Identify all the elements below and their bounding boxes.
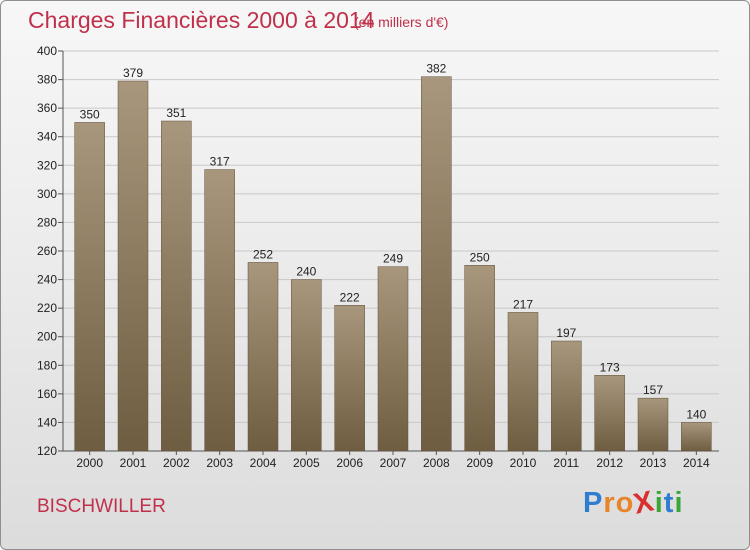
x-tick-label: 2012: [596, 456, 623, 470]
logo-letter: i: [674, 487, 684, 519]
x-tick-label: 2009: [466, 456, 493, 470]
y-tick-label: 400: [37, 44, 57, 58]
y-tick-label: 260: [37, 244, 57, 258]
bar: [204, 169, 235, 452]
data-label: 222: [340, 290, 360, 304]
bar: [291, 279, 322, 452]
x-tick-label: 2001: [120, 456, 147, 470]
bar: [594, 375, 625, 452]
y-tick-label: 160: [37, 387, 57, 401]
data-label: 173: [600, 360, 620, 374]
y-tick-label: 340: [37, 130, 57, 144]
x-tick-label: 2002: [163, 456, 190, 470]
data-label: 379: [123, 66, 143, 80]
logo-letter: P: [583, 487, 604, 519]
data-label: 382: [426, 62, 446, 76]
y-tick-label: 240: [37, 273, 57, 287]
y-tick-label: 220: [37, 301, 57, 315]
bars: [74, 76, 712, 452]
y-tick-label: 140: [37, 415, 57, 429]
bar: [507, 312, 539, 452]
bar: [551, 340, 582, 452]
logo-letter: t: [663, 487, 675, 519]
data-label: 250: [470, 250, 490, 264]
data-label: 350: [80, 107, 100, 121]
data-labels: 350 379 351 317 252 240 222 249 382 250 217 197 173 1…: [80, 62, 707, 422]
x-tick-label: 2006: [336, 456, 363, 470]
data-label: 252: [253, 247, 273, 261]
x-tick-label: 2007: [380, 456, 407, 470]
bar: [681, 422, 712, 452]
x-tick-label: 2003: [206, 456, 233, 470]
bar: [464, 265, 495, 452]
bar: [637, 397, 669, 452]
x-tick-label: 2010: [510, 456, 537, 470]
data-label: 317: [210, 155, 230, 169]
y-tick-label: 200: [37, 330, 57, 344]
bar: [334, 305, 365, 452]
bar: [74, 122, 105, 452]
bar: [161, 120, 192, 452]
x-tick-label: 2013: [640, 456, 667, 470]
chart-title: Charges Financières 2000 à 2014: [28, 7, 375, 33]
y-tick-label: 280: [37, 215, 57, 229]
y-tick-label: 300: [37, 187, 57, 201]
x-tick-label: 2005: [293, 456, 320, 470]
data-label: 249: [383, 252, 403, 266]
chart-subtitle: (en milliers d'€): [354, 14, 449, 30]
bar: [117, 80, 149, 452]
axes: 120 140 160 180 200 220 240 260 280 300 320 340 360 3…: [37, 44, 719, 470]
x-tick-label: 2000: [76, 456, 103, 470]
data-label: 197: [556, 326, 576, 340]
y-tick-label: 120: [37, 444, 57, 458]
data-label: 351: [166, 106, 186, 120]
logo-letter: i: [654, 487, 664, 519]
x-tick-label: 2004: [250, 456, 277, 470]
x-tick-label: 2011: [553, 456, 579, 470]
logo-letter: r: [603, 487, 616, 519]
y-tick-label: 180: [37, 358, 57, 372]
data-label: 217: [513, 297, 533, 311]
data-label: 157: [643, 383, 663, 397]
commune-name: BISCHWILLER: [37, 496, 166, 517]
y-tick-label: 320: [37, 158, 57, 172]
bar: [377, 266, 409, 452]
bar: [421, 76, 452, 452]
data-label: 240: [296, 265, 316, 279]
logo-letter: o: [615, 487, 635, 519]
y-tick-label: 360: [37, 101, 57, 115]
data-label: 140: [686, 407, 706, 421]
bar: [247, 262, 279, 452]
y-tick-label: 380: [37, 73, 57, 87]
x-tick-label: 2008: [423, 456, 450, 470]
proxiti-logo[interactable]: ProXiti: [583, 485, 684, 521]
x-tick-label: 2014: [683, 456, 710, 470]
